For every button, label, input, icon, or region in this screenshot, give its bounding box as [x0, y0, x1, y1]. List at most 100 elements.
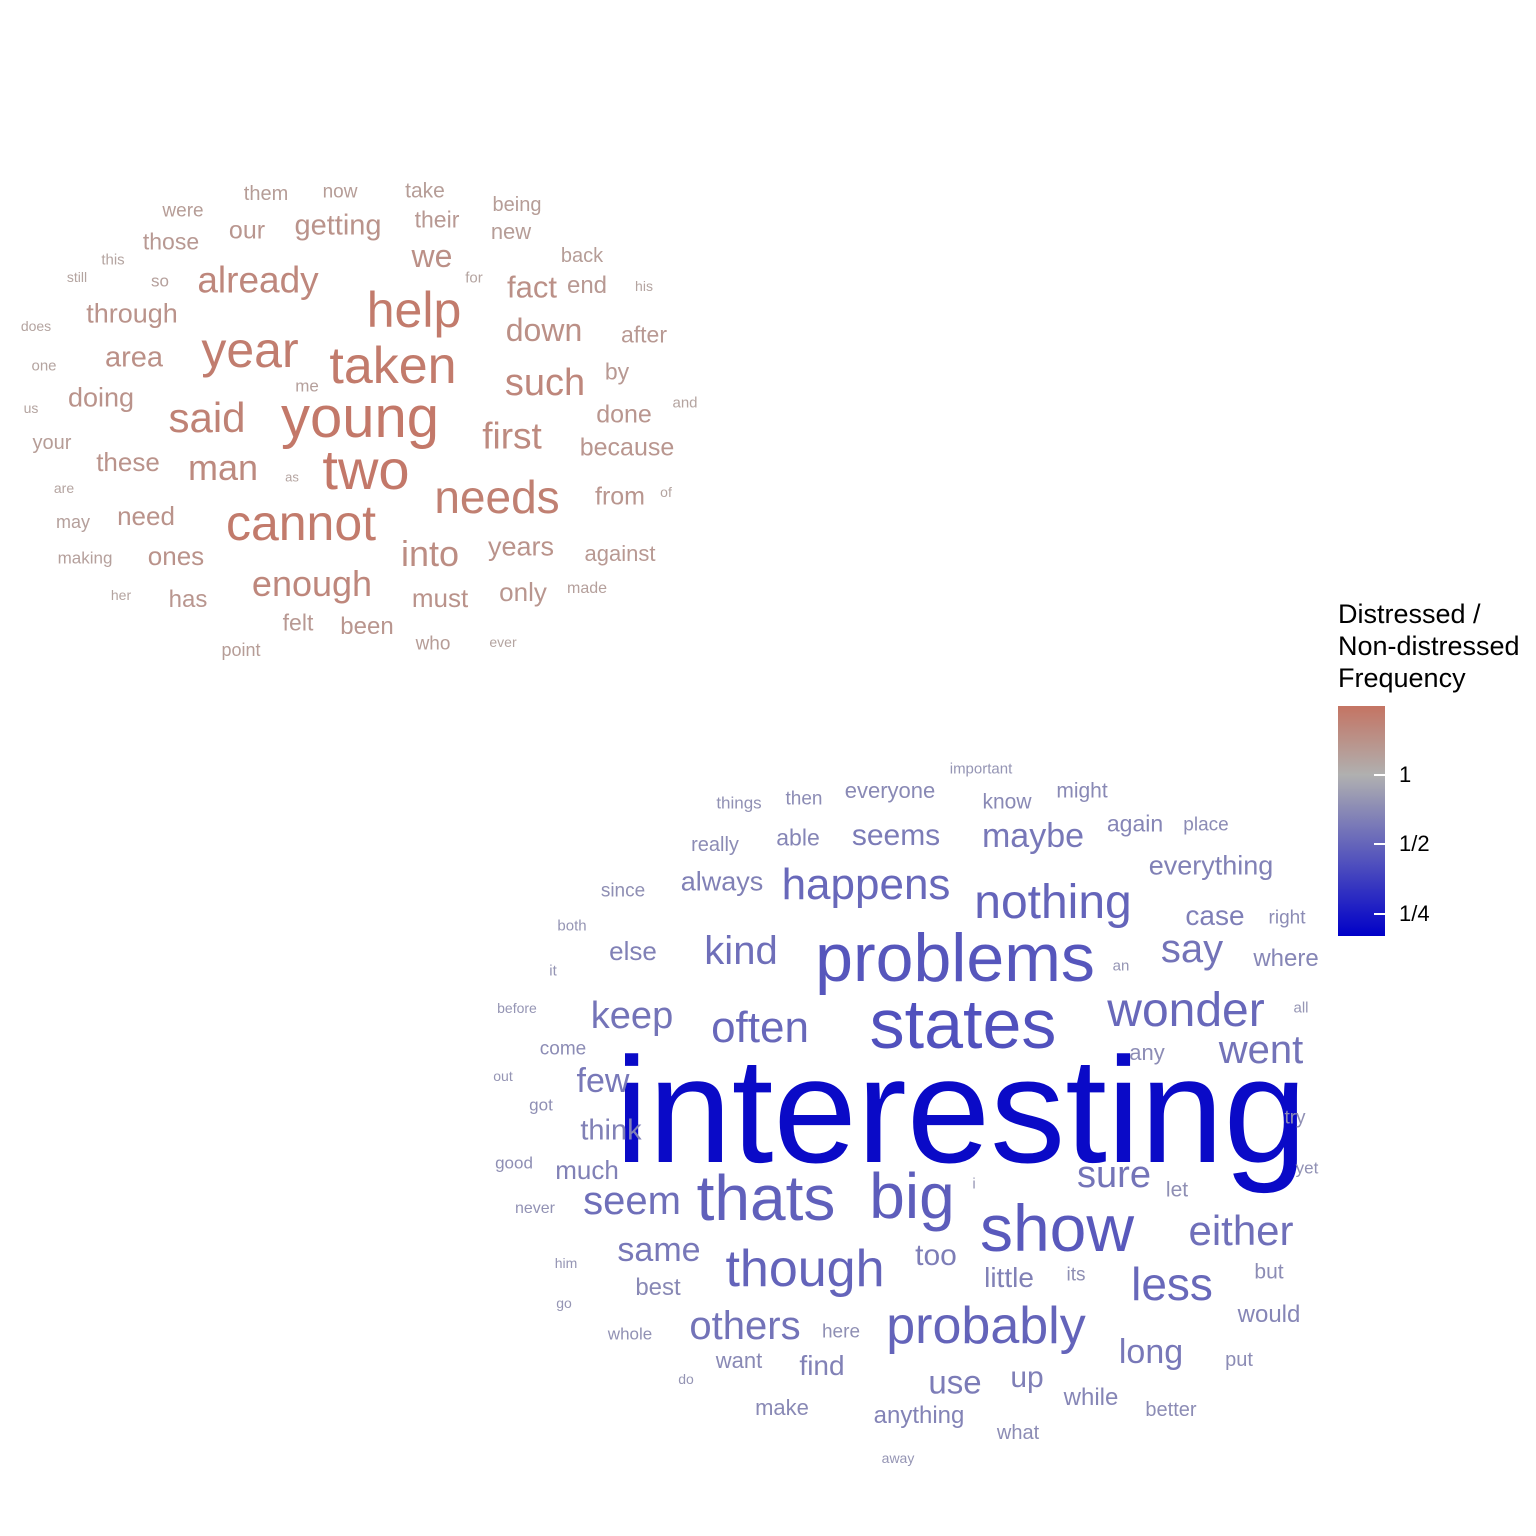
word-i: i — [972, 1175, 976, 1193]
word-kind: kind — [704, 929, 778, 973]
word-right: right — [1268, 907, 1306, 929]
word-getting: getting — [294, 209, 382, 242]
word-still: still — [66, 269, 88, 285]
word-seem: seem — [583, 1179, 681, 1223]
word-whole: whole — [607, 1324, 653, 1344]
word-good: good — [495, 1153, 533, 1173]
word-while: while — [1063, 1384, 1119, 1411]
word-fact: fact — [507, 269, 557, 305]
word-think: think — [580, 1114, 642, 1147]
word-might: might — [1056, 779, 1108, 803]
word-problems: problems — [815, 920, 1095, 996]
word-one: one — [31, 357, 57, 375]
word-go: go — [556, 1295, 572, 1311]
legend-tick-label: 1/4 — [1399, 900, 1430, 926]
legend-tick-mark — [1374, 843, 1385, 846]
word-help: help — [366, 282, 462, 338]
word-all: all — [1293, 999, 1309, 1017]
word-said: said — [168, 394, 246, 441]
word-let: let — [1165, 1178, 1189, 1202]
word-back: back — [560, 245, 604, 267]
legend-title-line: Non-distressed — [1338, 631, 1520, 661]
word-were: were — [162, 200, 204, 222]
word-big: big — [869, 1160, 955, 1232]
word-try: try — [1284, 1107, 1306, 1129]
word-do: do — [678, 1371, 694, 1387]
word-after: after — [620, 321, 668, 348]
word-doing: doing — [67, 382, 135, 413]
word-enough: enough — [251, 563, 373, 604]
word-are: are — [53, 480, 75, 496]
word-find: find — [799, 1350, 845, 1381]
word-now: now — [322, 181, 358, 203]
word-same: same — [617, 1231, 701, 1269]
word-then: then — [785, 788, 823, 810]
word-either: either — [1188, 1207, 1294, 1254]
word-less: less — [1131, 1258, 1213, 1310]
word-our: our — [228, 216, 266, 245]
word-would: would — [1237, 1301, 1301, 1328]
legend-tick-label: 1 — [1399, 762, 1412, 788]
word-its: its — [1066, 1264, 1086, 1286]
word-take: take — [405, 179, 445, 203]
word-long: long — [1118, 1333, 1184, 1371]
word-of: of — [660, 484, 672, 500]
word-me: me — [295, 376, 319, 396]
word-area: area — [104, 341, 164, 374]
word-years: years — [487, 531, 555, 562]
legend-title-line: Distressed / — [1338, 599, 1481, 629]
word-felt: felt — [282, 609, 314, 636]
word-into: into — [400, 533, 460, 574]
word-being: being — [492, 194, 542, 216]
word-both: both — [557, 917, 587, 935]
word-really: really — [691, 834, 739, 856]
word-only: only — [499, 577, 547, 607]
word-case: case — [1185, 900, 1245, 931]
word-cannot: cannot — [225, 495, 377, 551]
word-too: too — [915, 1239, 957, 1272]
word-often: often — [711, 1003, 809, 1052]
word-these: these — [96, 447, 160, 477]
word-never: never — [514, 1200, 556, 1217]
legend-tick-mark — [1374, 774, 1385, 777]
word-been: been — [340, 613, 394, 640]
word-come: come — [539, 1038, 587, 1060]
word-new: new — [490, 219, 532, 244]
word-from: from — [595, 482, 645, 511]
word-best: best — [635, 1274, 681, 1301]
word-we: we — [411, 238, 453, 274]
word-much: much — [555, 1155, 619, 1185]
word-already: already — [197, 259, 319, 301]
word-an: an — [1112, 957, 1130, 975]
word-their: their — [414, 206, 460, 233]
word-nothing: nothing — [974, 876, 1132, 929]
word-everything: everything — [1148, 850, 1274, 881]
word-make: make — [755, 1395, 809, 1420]
word-sure: sure — [1077, 1154, 1151, 1196]
word-better: better — [1145, 1399, 1197, 1421]
word-it: it — [549, 962, 557, 980]
word-your: your — [32, 432, 72, 454]
word-has: has — [168, 586, 208, 613]
word-must: must — [411, 583, 469, 613]
word-important: important — [949, 760, 1013, 778]
legend-color-bar — [1338, 706, 1385, 936]
word-year: year — [201, 322, 299, 378]
word-need: need — [117, 501, 175, 531]
word-this: this — [101, 251, 125, 269]
word-thats: thats — [696, 1162, 836, 1234]
word-say: say — [1160, 927, 1224, 971]
word-show: show — [979, 1191, 1135, 1265]
word-always: always — [680, 866, 764, 897]
word-them: them — [243, 183, 289, 205]
word-up: up — [1010, 1361, 1044, 1394]
word-needs: needs — [434, 471, 560, 523]
word-him: him — [554, 1255, 578, 1271]
word-young: young — [280, 385, 440, 450]
word-against: against — [584, 541, 656, 566]
word-and: and — [672, 394, 698, 412]
word-his: his — [635, 278, 653, 294]
word-as: as — [285, 469, 299, 485]
word-seems: seems — [851, 819, 941, 852]
